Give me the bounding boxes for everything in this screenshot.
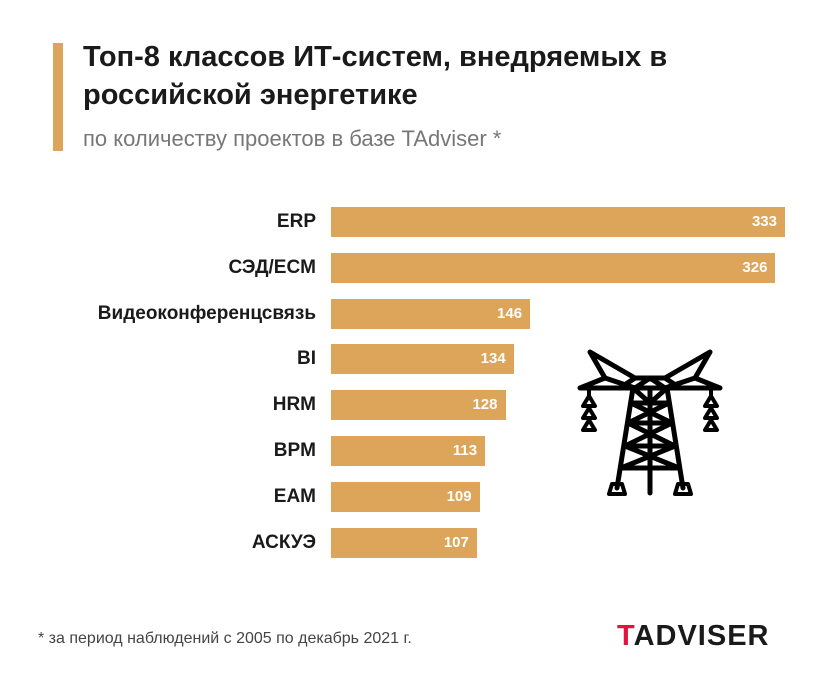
bar: 333	[331, 207, 785, 237]
bar: 113	[331, 436, 486, 466]
bar: 128	[331, 390, 506, 421]
data-label: 326	[742, 258, 768, 276]
bar: 107	[331, 527, 477, 558]
category-label: Видеоконференцсвязь	[97, 302, 316, 324]
category-label: АСКУЭ	[251, 531, 316, 553]
power-transmission-tower-icon	[577, 349, 723, 496]
logo-letter-t: T	[617, 620, 634, 652]
data-label: 109	[446, 487, 472, 505]
category-label: BPM	[273, 440, 316, 461]
bar: 326	[331, 252, 776, 283]
category-label: ERP	[276, 211, 316, 232]
category-label: EAM	[273, 485, 316, 507]
data-label: 128	[472, 396, 498, 414]
chart-title: Топ-8 классов ИТ-систем, внедряемых в ро…	[83, 41, 668, 111]
category-label: BI	[297, 348, 316, 370]
data-label: 113	[452, 442, 478, 459]
data-label: 107	[443, 533, 469, 551]
tadviser-logo: TADVISER	[617, 620, 769, 653]
data-label: 333	[751, 213, 777, 230]
bar: 146	[331, 298, 531, 329]
bar: 134	[331, 344, 514, 375]
chart-subtitle: по количеству проектов в базе TAdviser *	[83, 126, 502, 151]
category-label: HRM	[272, 394, 316, 416]
category-label: СЭД/ECM	[228, 256, 316, 278]
bar: 109	[331, 481, 480, 512]
data-label: 134	[480, 350, 506, 368]
data-label: 146	[497, 304, 523, 322]
footnote: * за период наблюдений с 2005 по декабрь…	[38, 630, 412, 647]
title-accent-bar	[53, 43, 63, 151]
logo-text: ADVISER	[633, 620, 770, 652]
